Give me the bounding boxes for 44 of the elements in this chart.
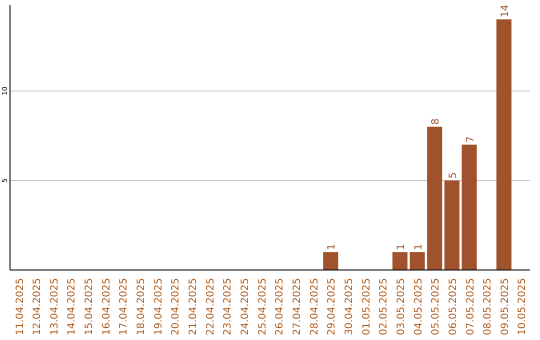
x-tick-label: 02.05.2025: [378, 278, 390, 336]
x-tick-label: 01.05.2025: [361, 278, 372, 336]
x-tick-label: 13.04.2025: [49, 278, 60, 336]
x-tick-label: 26.04.2025: [274, 278, 286, 336]
x-tick-label: 08.05.2025: [482, 278, 494, 336]
x-tick-label: 07.05.2025: [465, 278, 476, 336]
x-tick-label: 21.04.2025: [188, 278, 200, 336]
data-label: 7: [465, 136, 476, 143]
x-tick-label: 10.05.2025: [517, 278, 528, 336]
x-tick-label: 12.04.2025: [32, 278, 44, 336]
x-tick-label: 04.05.2025: [413, 278, 424, 336]
bar: [392, 252, 408, 270]
bar: [444, 180, 460, 270]
x-tick-label: 03.05.2025: [396, 278, 407, 336]
x-tick-label: 25.04.2025: [257, 278, 268, 336]
bar: [496, 19, 512, 270]
data-label: 1: [396, 244, 407, 250]
x-tick-label: 18.04.2025: [136, 278, 148, 336]
data-label: 1: [413, 244, 424, 250]
x-tick-label: 06.05.2025: [448, 278, 459, 336]
x-tick-label: 28.04.2025: [309, 278, 320, 336]
x-tick-label: 22.04.2025: [205, 278, 216, 336]
x-tick-label: 29.04.2025: [326, 278, 338, 336]
bar: [323, 252, 338, 270]
data-label: 14: [500, 4, 511, 18]
x-tick-label: 27.04.2025: [292, 278, 303, 336]
x-tick-label: 17.04.2025: [118, 278, 130, 336]
bar: [462, 144, 477, 270]
x-tick-label: 19.04.2025: [153, 278, 164, 336]
bar: [410, 252, 425, 270]
x-tick-label: 05.05.2025: [430, 278, 442, 336]
data-label: 8: [430, 118, 442, 125]
x-tick-label: 20.04.2025: [170, 278, 182, 336]
x-tick-label: 11.04.2025: [14, 278, 26, 336]
bar: [427, 126, 442, 270]
x-tick-label: 15.04.2025: [84, 278, 96, 336]
x-tick-label: 16.04.2025: [101, 278, 112, 336]
x-tick-label: 24.04.2025: [240, 278, 252, 336]
data-label: 1: [326, 244, 338, 250]
x-tick-label: 09.05.2025: [500, 278, 511, 336]
x-tick-label: 30.04.2025: [344, 278, 355, 336]
data-label: 5: [448, 172, 459, 178]
x-tick-label: 23.04.2025: [222, 278, 234, 336]
x-tick-label: 14.04.2025: [66, 278, 78, 336]
